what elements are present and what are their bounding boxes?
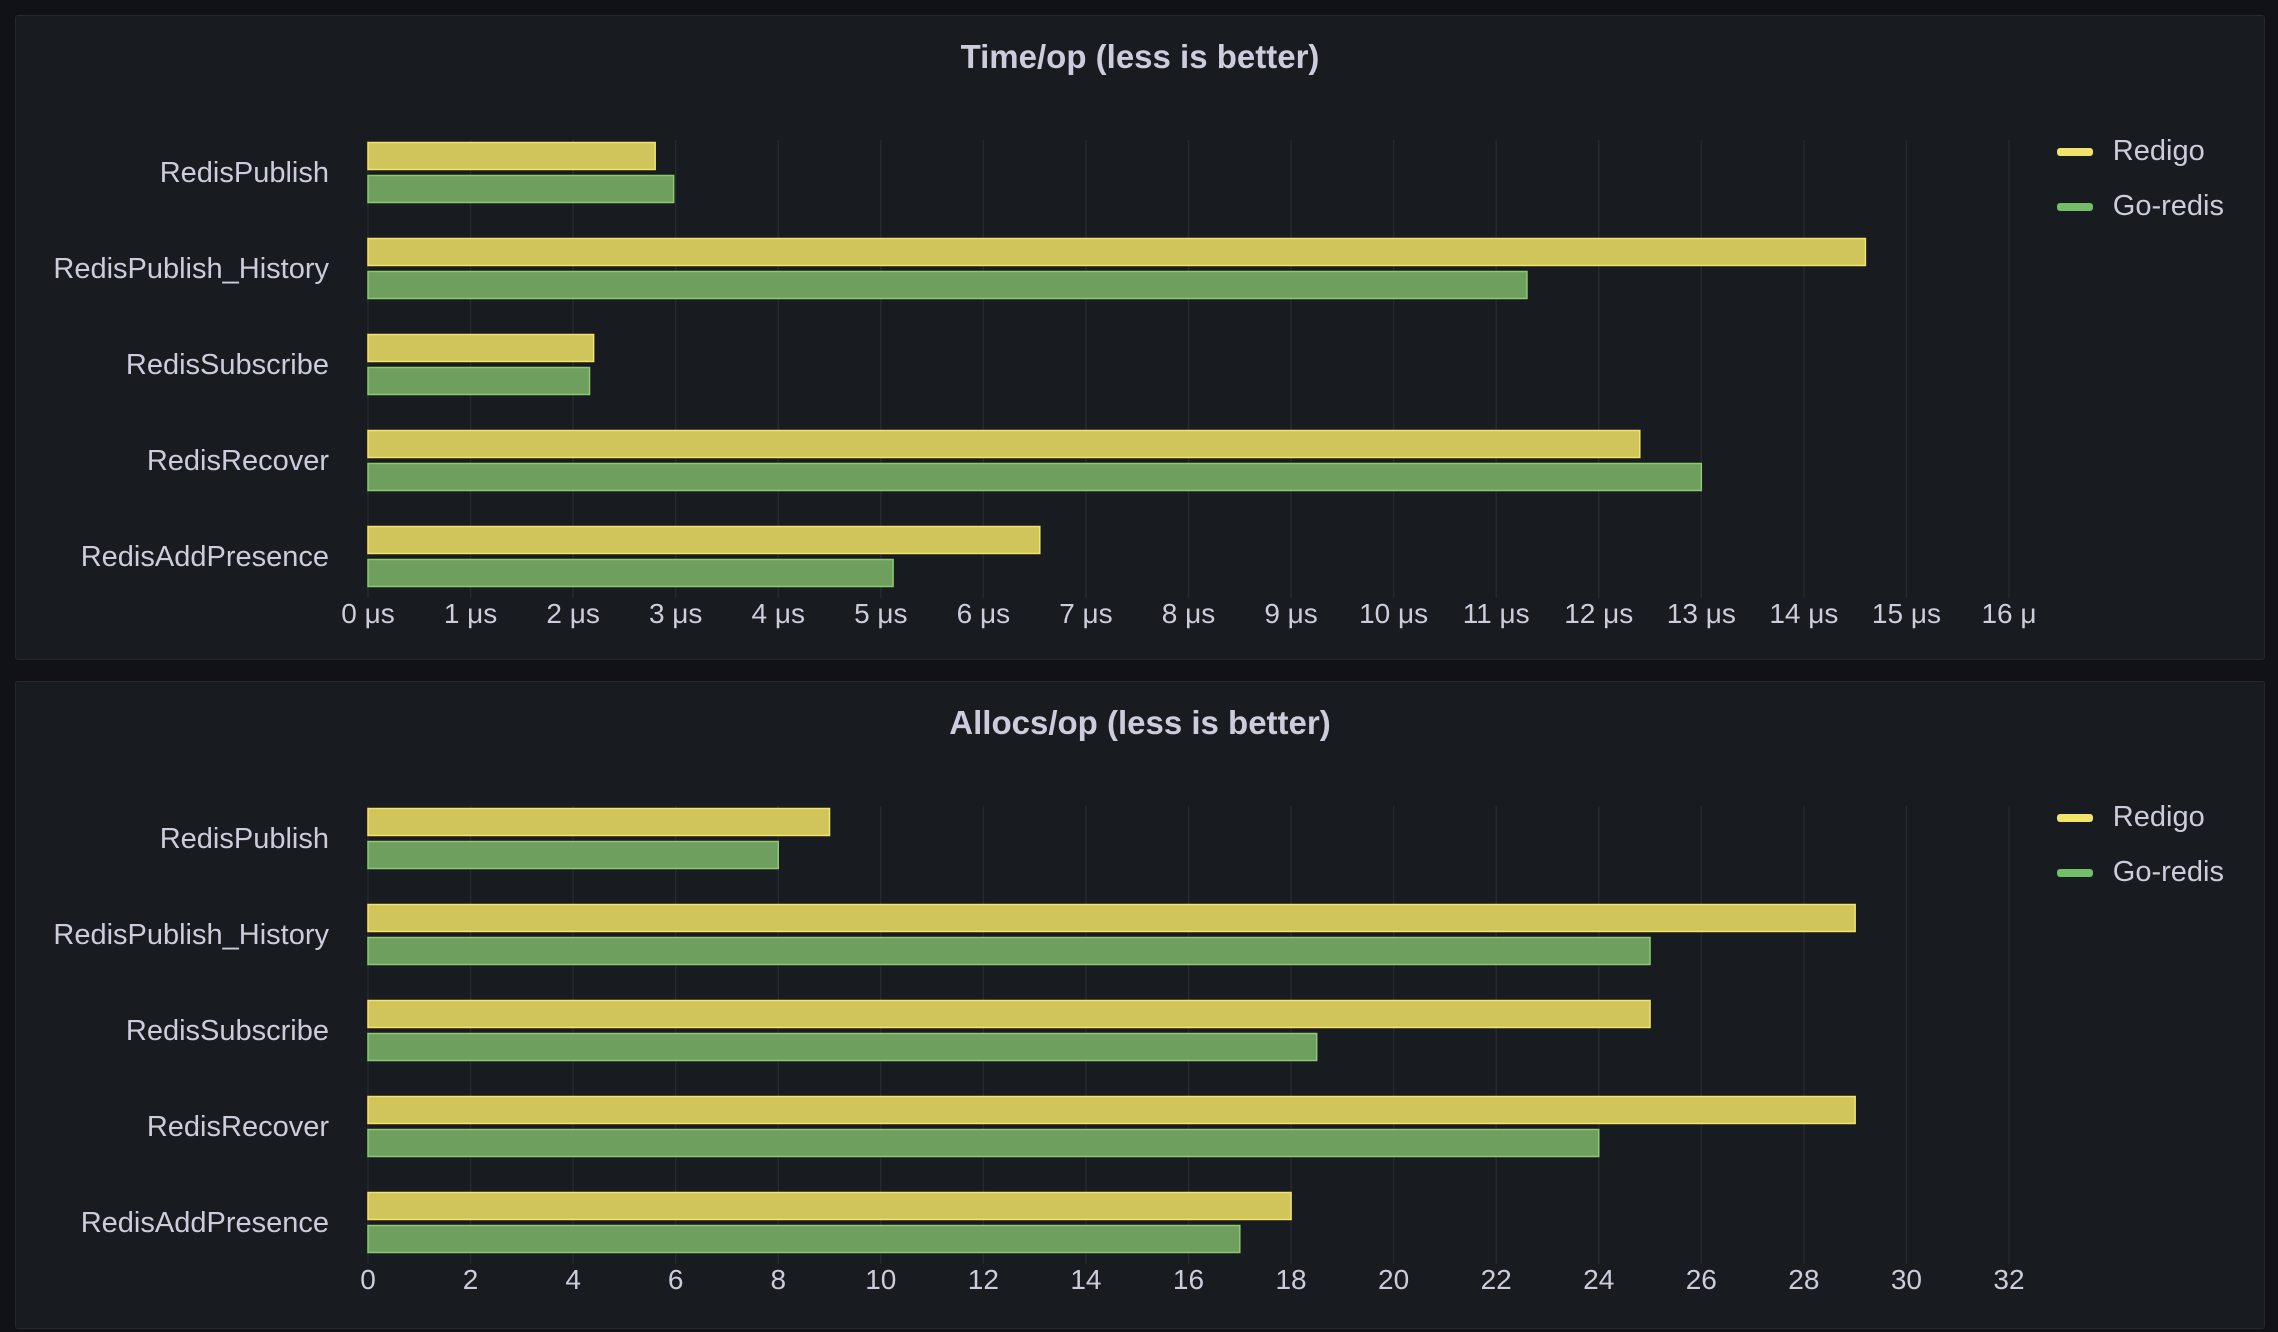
bar-redigo bbox=[367, 429, 1641, 459]
x-tick-label: 16 bbox=[1173, 1264, 1204, 1295]
bar-redigo bbox=[367, 999, 1651, 1029]
bar-redigo bbox=[367, 237, 1867, 267]
x-tick-label: 3 μs bbox=[649, 598, 702, 629]
bar-go-redis bbox=[367, 1224, 1241, 1254]
x-tick-label: 8 bbox=[770, 1264, 786, 1295]
bar-go-redis bbox=[367, 1128, 1600, 1158]
category-label: RedisPublish bbox=[160, 823, 329, 855]
legend-item-redigo[interactable]: Redigo bbox=[2056, 790, 2224, 845]
legend-swatch-redigo bbox=[2056, 813, 2093, 822]
x-tick-label: 6 bbox=[668, 1264, 684, 1295]
legend-label: Go-redis bbox=[2112, 190, 2224, 222]
x-tick-label: 1 μs bbox=[444, 598, 497, 629]
category-label: RedisPublish_History bbox=[53, 253, 329, 285]
bar-redigo bbox=[367, 1191, 1292, 1221]
legend-label: Redigo bbox=[2112, 135, 2205, 167]
x-tick-label: 14 bbox=[1070, 1264, 1101, 1295]
bar-redigo bbox=[367, 333, 595, 363]
x-tick-label: 24 bbox=[1583, 1264, 1614, 1295]
bar-go-redis bbox=[367, 936, 1651, 966]
x-tick-label: 20 bbox=[1378, 1264, 1409, 1295]
bar-go-redis bbox=[367, 1032, 1318, 1062]
bar-redigo bbox=[367, 1095, 1856, 1125]
bar-redigo bbox=[367, 525, 1041, 555]
x-tick-label: 11 μs bbox=[1463, 598, 1530, 629]
category-label: RedisSubscribe bbox=[126, 349, 329, 381]
x-tick-label: 2 μs bbox=[546, 598, 599, 629]
legend-swatch-go-redis bbox=[2056, 202, 2093, 211]
x-tick-label: 16 μ bbox=[1981, 598, 2036, 629]
legend: Redigo Go-redis bbox=[2056, 124, 2224, 234]
x-tick-label: 5 μs bbox=[854, 598, 907, 629]
legend-swatch-redigo bbox=[2056, 147, 2093, 156]
x-tick-label: 12 bbox=[968, 1264, 999, 1295]
category-label: RedisAddPresence bbox=[81, 541, 329, 573]
x-tick-label: 9 μs bbox=[1264, 598, 1317, 629]
bar-redigo bbox=[367, 807, 831, 837]
panel-title: Allocs/op (less is better) bbox=[949, 704, 1331, 741]
allocs-per-op-chart: RedisPublish RedisPublish_History RedisSub… bbox=[53, 806, 2025, 1295]
x-tick-label: 32 bbox=[1993, 1264, 2024, 1295]
category-label: RedisRecover bbox=[147, 445, 329, 477]
x-tick-label: 0 μs bbox=[341, 598, 394, 629]
category-label: RedisSubscribe bbox=[126, 1015, 329, 1047]
category-label: RedisPublish_History bbox=[53, 919, 329, 951]
panel-title: Time/op (less is better) bbox=[960, 38, 1320, 75]
bar-redigo bbox=[367, 903, 1856, 933]
legend-item-redigo[interactable]: Redigo bbox=[2056, 124, 2224, 179]
legend-label: Redigo bbox=[2112, 801, 2205, 833]
time-per-op-chart: RedisPublish RedisPublish_History RedisSub… bbox=[53, 140, 2037, 629]
x-tick-label: 7 μs bbox=[1059, 598, 1112, 629]
x-tick-label: 10 μs bbox=[1359, 598, 1428, 629]
x-tick-label: 6 μs bbox=[957, 598, 1010, 629]
x-tick-label: 13 μs bbox=[1667, 598, 1736, 629]
x-tick-label: 8 μs bbox=[1162, 598, 1215, 629]
x-tick-label: 28 bbox=[1788, 1264, 1819, 1295]
legend-swatch-go-redis bbox=[2056, 868, 2093, 877]
bar-go-redis bbox=[367, 558, 894, 588]
x-tick-label: 26 bbox=[1686, 1264, 1717, 1295]
x-tick-label: 2 bbox=[463, 1264, 479, 1295]
bar-go-redis bbox=[367, 462, 1703, 492]
legend-item-go-redis[interactable]: Go-redis bbox=[2056, 179, 2224, 234]
x-tick-label: 14 μs bbox=[1769, 598, 1838, 629]
legend: Redigo Go-redis bbox=[2056, 790, 2224, 900]
x-tick-label: 30 bbox=[1891, 1264, 1922, 1295]
legend-label: Go-redis bbox=[2112, 856, 2224, 888]
x-tick-label: 0 bbox=[360, 1264, 376, 1295]
x-tick-label: 4 μs bbox=[752, 598, 805, 629]
bar-go-redis bbox=[367, 174, 675, 204]
x-tick-label: 12 μs bbox=[1564, 598, 1633, 629]
x-tick-label: 22 bbox=[1481, 1264, 1512, 1295]
category-label: RedisPublish bbox=[160, 157, 329, 189]
legend-item-go-redis[interactable]: Go-redis bbox=[2056, 845, 2224, 900]
x-tick-label: 15 μs bbox=[1872, 598, 1941, 629]
bar-go-redis bbox=[367, 270, 1528, 300]
x-tick-label: 18 bbox=[1275, 1264, 1306, 1295]
category-label: RedisRecover bbox=[147, 1111, 329, 1143]
bar-go-redis bbox=[367, 366, 591, 396]
bar-redigo bbox=[367, 141, 656, 171]
bar-go-redis bbox=[367, 840, 779, 870]
x-tick-label: 4 bbox=[565, 1264, 581, 1295]
time-per-op-panel: Time/op (less is better) RedisPublish Red… bbox=[15, 15, 2265, 660]
x-tick-label: 10 bbox=[865, 1264, 896, 1295]
category-label: RedisAddPresence bbox=[81, 1207, 329, 1239]
allocs-per-op-panel: Allocs/op (less is better) RedisPublish R… bbox=[15, 681, 2265, 1329]
